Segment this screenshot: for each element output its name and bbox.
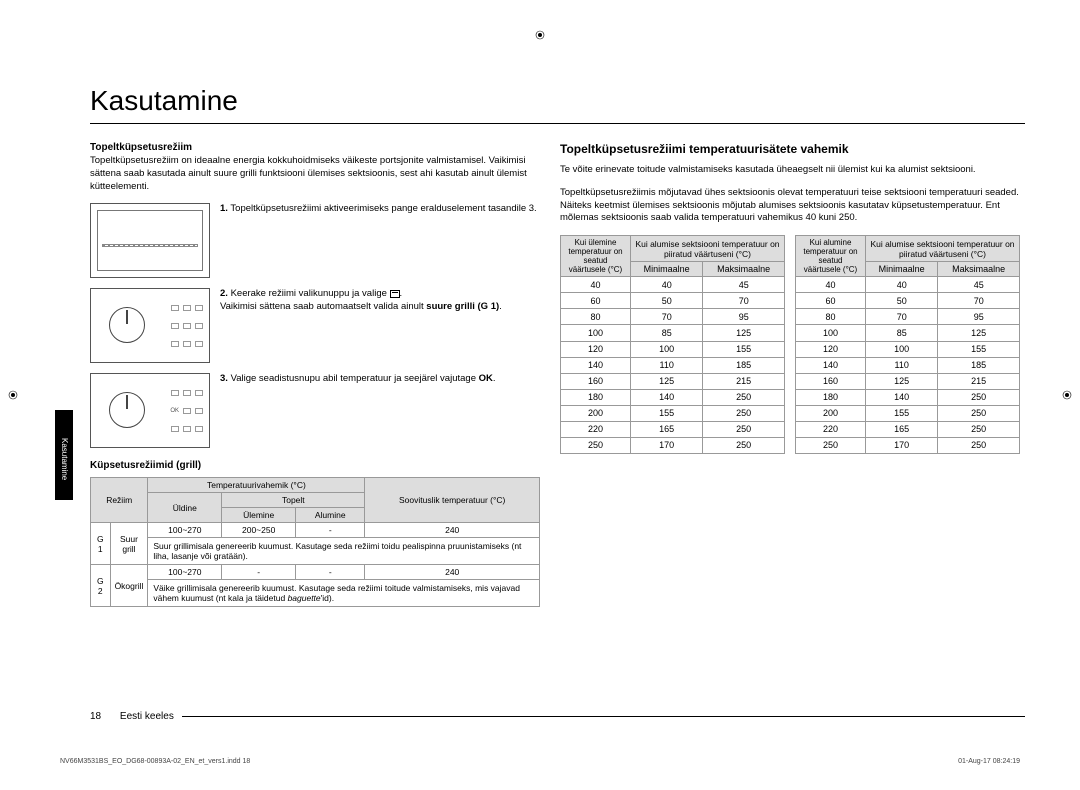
table-row: 807095 xyxy=(796,309,1020,325)
page-number: 18 xyxy=(90,711,101,722)
step-3-text: Valige seadistusnupu abil temperatuur ja… xyxy=(231,373,479,384)
imprint: NV66M3531BS_EO_DG68-00893A-02_EN_et_vers… xyxy=(60,758,1020,765)
step-2: 2. Keerake režiimi valikunuppu ja valige… xyxy=(90,288,540,363)
table-row: 220165250 xyxy=(796,421,1020,437)
crop-mark-top xyxy=(535,30,545,40)
footer-rule xyxy=(182,716,1025,717)
step-1: 1. Topeltküpsetusrežiimi aktiveerimiseks… xyxy=(90,203,540,278)
table-row: 160125215 xyxy=(561,373,785,389)
dual-mode-heading: Topeltküpsetusrežiim xyxy=(90,142,540,153)
th-rec: Soovituslik temperatuur (°C) xyxy=(365,478,540,523)
table-row: Suur grillimisala genereerib kuumust. Ka… xyxy=(91,538,540,565)
table-row: G 1 Suurgrill 100~270 200~250 - 240 xyxy=(91,523,540,538)
table-row: 120100155 xyxy=(796,341,1020,357)
th-upper: Ülemine xyxy=(222,508,296,523)
step-3: OK 3. Valige seadistusnupu abil temperat… xyxy=(90,373,540,448)
temp-range-heading: Topeltküpsetusrežiimi temperatuurisätete… xyxy=(560,142,1025,156)
mode-icon xyxy=(390,290,400,298)
th-min: Minimaalne xyxy=(631,261,703,276)
table-row: 220165250 xyxy=(561,421,785,437)
th-upper-set: Kui ülemine temperatuur on seatud väärtu… xyxy=(561,236,631,277)
temp-table-right: Kui alumine temperatuur on seatud väärtu… xyxy=(795,235,1020,454)
table-row: 200155250 xyxy=(796,405,1020,421)
step-2-num: 2. xyxy=(220,288,228,299)
table-row: 160125215 xyxy=(796,373,1020,389)
table-row: 120100155 xyxy=(561,341,785,357)
th-uldine: Üldine xyxy=(148,493,222,523)
th-lower-limited: Kui alumise sektsiooni temperatuur on pi… xyxy=(631,236,785,262)
temp-range-p2: Topeltküpsetusrežiimis mõjutavad ühes se… xyxy=(560,187,1025,225)
table-row: 404045 xyxy=(796,277,1020,293)
table-row: 180140250 xyxy=(796,389,1020,405)
table-row: 140110185 xyxy=(561,357,785,373)
table-row: 200155250 xyxy=(561,405,785,421)
dial-figure-2: OK xyxy=(90,373,210,448)
table-row: 180140250 xyxy=(561,389,785,405)
step-1-num: 1. xyxy=(220,203,228,214)
table-row: 140110185 xyxy=(796,357,1020,373)
th-min-2: Minimaalne xyxy=(866,261,938,276)
th-topelt: Topelt xyxy=(222,493,365,508)
side-tab: Kasutamine xyxy=(55,410,73,500)
th-mode: Režiim xyxy=(91,478,148,523)
th-max-2: Maksimaalne xyxy=(938,261,1020,276)
table-row: 404045 xyxy=(561,277,785,293)
grill-modes-heading: Küpsetusrežiimid (grill) xyxy=(90,460,540,471)
table-row: 10085125 xyxy=(796,325,1020,341)
page-title: Kasutamine xyxy=(90,85,1025,117)
right-column: Topeltküpsetusrežiimi temperatuurisätete… xyxy=(560,142,1025,607)
temp-range-p1: Te võite erinevate toitude valmistamisek… xyxy=(560,164,1025,177)
th-range: Temperatuurivahemik (°C) xyxy=(148,478,365,493)
grill-modes-table: Režiim Temperatuurivahemik (°C) Soovitus… xyxy=(90,477,540,607)
th-lower-limited-2: Kui alumise sektsiooni temperatuur on pi… xyxy=(866,236,1020,262)
step-2-note: Vaikimisi sättena saab automaatselt vali… xyxy=(220,301,426,312)
table-row: 250170250 xyxy=(561,437,785,453)
th-lower-set: Kui alumine temperatuur on seatud väärtu… xyxy=(796,236,866,277)
dial-figure-1 xyxy=(90,288,210,363)
step-2-bold: suure grilli (G 1) xyxy=(426,301,499,312)
step-2-text-a: Keerake režiimi valikunuppu ja valige xyxy=(231,288,390,299)
footer-lang: Eesti keeles xyxy=(120,711,174,722)
th-lower: Alumine xyxy=(296,508,365,523)
crop-mark-left xyxy=(8,390,18,400)
step-3-ok: OK xyxy=(479,373,493,384)
table-row: 10085125 xyxy=(561,325,785,341)
title-rule xyxy=(90,123,1025,124)
left-column: Topeltküpsetusrežiim Topeltküpsetusrežii… xyxy=(90,142,540,607)
imprint-date: 01-Aug-17 08:24:19 xyxy=(958,758,1020,765)
crop-mark-right xyxy=(1062,390,1072,400)
table-row: 250170250 xyxy=(796,437,1020,453)
footer: 18 Eesti keeles xyxy=(90,711,1025,722)
table-row: 605070 xyxy=(561,293,785,309)
table-row: 807095 xyxy=(561,309,785,325)
step-1-text: Topeltküpsetusrežiimi aktiveerimiseks pa… xyxy=(230,203,536,214)
table-row: G 2 Ökogrill 100~270 - - 240 xyxy=(91,565,540,580)
table-row: Väike grillimisala genereerib kuumust. K… xyxy=(91,580,540,607)
temp-table-left: Kui ülemine temperatuur on seatud väärtu… xyxy=(560,235,785,454)
imprint-file: NV66M3531BS_EO_DG68-00893A-02_EN_et_vers… xyxy=(60,758,250,765)
step-3-num: 3. xyxy=(220,373,228,384)
th-max: Maksimaalne xyxy=(703,261,785,276)
table-row: 605070 xyxy=(796,293,1020,309)
oven-figure xyxy=(90,203,210,278)
dual-mode-intro: Topeltküpsetusrežiim on ideaalne energia… xyxy=(90,155,540,193)
